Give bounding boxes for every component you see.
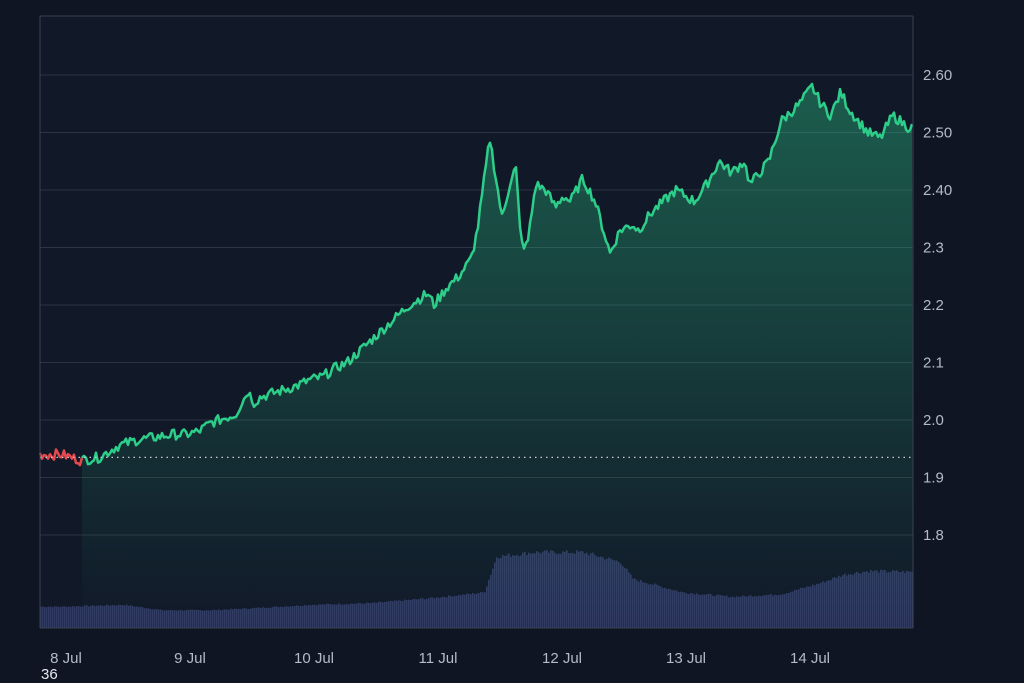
x-tick-label: 9 Jul xyxy=(174,650,206,667)
y-tick-label: 1.8 xyxy=(923,527,944,544)
y-axis-ticks: 2.60 2.50 2.40 2.3 2.2 2.1 2.0 1.9 1.8 xyxy=(923,67,952,544)
x-tick-label: 13 Jul xyxy=(666,650,706,667)
volume-bar xyxy=(50,606,52,628)
volume-bar xyxy=(76,606,78,628)
volume-bar xyxy=(58,606,60,628)
axes xyxy=(39,15,914,629)
y-tick-label: 1.9 xyxy=(923,470,944,487)
volume-bar xyxy=(70,606,72,628)
x-tick-label: 11 Jul xyxy=(419,650,458,667)
volume-bar xyxy=(74,606,76,628)
volume-bar xyxy=(78,606,80,628)
volume-bar xyxy=(52,607,54,628)
y-tick-label: 2.50 xyxy=(923,125,952,142)
y-tick-label: 2.60 xyxy=(923,67,952,84)
volume-bar xyxy=(56,606,58,628)
price-area xyxy=(82,84,913,628)
price-area-fill xyxy=(82,84,913,628)
volume-bar xyxy=(40,606,42,628)
x-tick-label: 8 Jul xyxy=(50,650,82,667)
x-tick-label: 12 Jul xyxy=(542,650,582,667)
volume-bar xyxy=(46,606,48,628)
volume-bar xyxy=(48,606,50,628)
x-axis-ticks: 8 Jul 9 Jul 10 Jul 11 Jul 12 Jul 13 Jul 14 Jul xyxy=(50,650,830,667)
corner-label: 36 xyxy=(41,666,58,683)
x-tick-label: 14 Jul xyxy=(790,650,830,667)
volume-bar xyxy=(42,606,44,628)
y-tick-label: 2.0 xyxy=(923,412,944,429)
volume-bar xyxy=(72,606,74,628)
volume-bar xyxy=(44,607,46,628)
y-tick-label: 2.2 xyxy=(923,297,944,314)
y-tick-label: 2.1 xyxy=(923,355,944,372)
price-line-up xyxy=(81,82,914,466)
volume-bar xyxy=(68,606,70,628)
volume-bar xyxy=(64,606,66,628)
y-tick-label: 2.3 xyxy=(923,240,944,257)
x-tick-label: 10 Jul xyxy=(294,650,334,667)
volume-bar xyxy=(62,606,64,628)
volume-bar xyxy=(54,606,56,628)
volume-bar xyxy=(60,606,62,628)
volume-bar xyxy=(80,606,82,628)
y-tick-label: 2.40 xyxy=(923,182,952,199)
volume-bar xyxy=(66,607,68,628)
